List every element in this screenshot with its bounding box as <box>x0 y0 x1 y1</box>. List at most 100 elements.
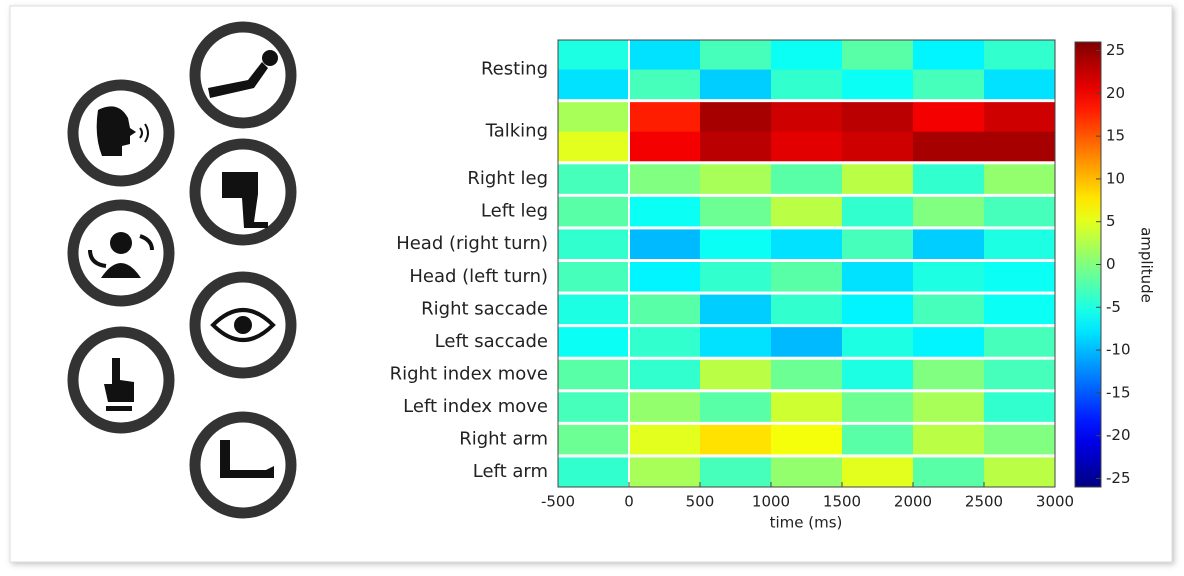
heat-cell <box>700 131 772 162</box>
heat-cell <box>558 262 630 293</box>
heat-cell <box>700 327 772 358</box>
heat-cell <box>984 392 1056 423</box>
heat-cell <box>558 164 630 195</box>
row-separator <box>558 421 1055 425</box>
colorbar-tick-label: -20 <box>1106 426 1131 444</box>
x-tick-label: 2000 <box>894 493 932 511</box>
heat-cell <box>629 359 701 390</box>
icon-head-turn <box>67 199 175 307</box>
row-separator <box>558 193 1055 197</box>
icon-arm <box>189 411 297 519</box>
heatmap <box>558 40 1056 488</box>
heat-cell <box>913 424 985 455</box>
heat-cell <box>700 359 772 390</box>
row-separator <box>558 161 1055 165</box>
heat-cell <box>913 457 985 488</box>
heat-cell <box>558 327 630 358</box>
heat-cell <box>771 69 843 100</box>
icon-leg <box>189 138 297 246</box>
icon-talking <box>67 79 175 187</box>
heat-cell <box>913 102 985 133</box>
heat-cell <box>771 164 843 195</box>
heat-cell <box>700 196 772 227</box>
heat-cell <box>842 424 914 455</box>
heat-cell <box>558 392 630 423</box>
heat-cell <box>629 294 701 325</box>
colorbar-tick-label: 15 <box>1106 127 1125 145</box>
heat-cell <box>771 196 843 227</box>
x-tick-label: 0 <box>624 493 634 511</box>
x-tick-label: 1000 <box>752 493 790 511</box>
heat-cell <box>771 102 843 133</box>
heat-cell <box>558 294 630 325</box>
x-tick-label: -500 <box>541 493 575 511</box>
heat-cell <box>842 102 914 133</box>
row-separator <box>558 324 1055 328</box>
icon-finger <box>67 326 175 434</box>
heat-cell <box>629 196 701 227</box>
colorbar-label: amplitude <box>1138 227 1156 303</box>
heat-cell <box>913 229 985 260</box>
heat-cell <box>771 294 843 325</box>
heat-cell <box>700 392 772 423</box>
x-tick-label: 1500 <box>823 493 861 511</box>
heat-cell <box>984 196 1056 227</box>
row-separator <box>558 356 1055 360</box>
heat-cell <box>700 457 772 488</box>
heat-cell <box>629 69 701 100</box>
heat-cell <box>842 164 914 195</box>
heat-cell <box>700 69 772 100</box>
heat-cell <box>558 196 630 227</box>
heat-cell <box>629 424 701 455</box>
heat-cell <box>700 424 772 455</box>
row-separator <box>558 99 1055 103</box>
heat-cell <box>913 327 985 358</box>
heat-cell <box>700 40 772 71</box>
colorbar-tick-label: -25 <box>1106 469 1131 487</box>
icon-eye <box>189 271 297 379</box>
x-tick-label: 500 <box>686 493 715 511</box>
colorbar-tick-label: 20 <box>1106 84 1125 102</box>
heat-cell <box>842 359 914 390</box>
row-label: Left leg <box>481 201 548 222</box>
heat-cell <box>913 262 985 293</box>
row-label: Left saccade <box>435 331 548 352</box>
heat-cell <box>771 457 843 488</box>
heat-cell <box>984 164 1056 195</box>
row-label: Right leg <box>467 168 548 189</box>
heat-cell <box>842 327 914 358</box>
heat-cell <box>771 359 843 390</box>
row-label: Talking <box>485 121 548 142</box>
heat-cell <box>558 359 630 390</box>
icon-resting <box>189 21 297 129</box>
heat-cell <box>629 131 701 162</box>
row-label: Left index move <box>403 396 548 417</box>
heat-cell <box>913 69 985 100</box>
heat-cell <box>842 294 914 325</box>
heat-cell <box>984 102 1056 133</box>
heat-cell <box>984 40 1056 71</box>
colorbar-tick-label: 25 <box>1106 41 1125 59</box>
heat-cell <box>842 196 914 227</box>
heat-cell <box>984 294 1056 325</box>
heat-cell <box>913 131 985 162</box>
heat-cell <box>629 164 701 195</box>
heat-cell <box>842 229 914 260</box>
colorbar-tick-label: -15 <box>1106 383 1131 401</box>
heat-cell <box>984 424 1056 455</box>
x-tick-label: 3000 <box>1036 493 1074 511</box>
colorbar-tick-label: 10 <box>1106 169 1125 187</box>
heat-cell <box>771 229 843 260</box>
heat-cell <box>842 457 914 488</box>
heat-cell <box>629 392 701 423</box>
heat-cell <box>558 40 630 71</box>
row-label: Resting <box>481 59 548 80</box>
heat-cell <box>842 69 914 100</box>
heat-cell <box>629 40 701 71</box>
plot-frame <box>557 39 1056 488</box>
heat-cell <box>984 262 1056 293</box>
heat-cell <box>984 327 1056 358</box>
heat-cell <box>984 359 1056 390</box>
heat-cell <box>984 457 1056 488</box>
